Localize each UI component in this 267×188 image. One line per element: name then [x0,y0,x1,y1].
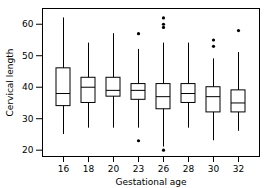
svg-text:26: 26 [158,164,170,174]
svg-text:20: 20 [22,145,34,155]
svg-text:30: 30 [208,164,220,174]
svg-text:32: 32 [233,164,244,174]
svg-text:16: 16 [58,164,70,174]
svg-text:40: 40 [22,82,34,92]
svg-text:28: 28 [183,164,195,174]
svg-text:20: 20 [108,164,120,174]
svg-text:23: 23 [133,164,144,174]
svg-text:30: 30 [22,114,34,124]
svg-text:Cervical length: Cervical length [5,49,15,117]
svg-text:50: 50 [22,51,34,61]
svg-text:Gestational age: Gestational age [115,177,187,187]
svg-text:18: 18 [83,164,95,174]
svg-text:60: 60 [22,19,34,29]
